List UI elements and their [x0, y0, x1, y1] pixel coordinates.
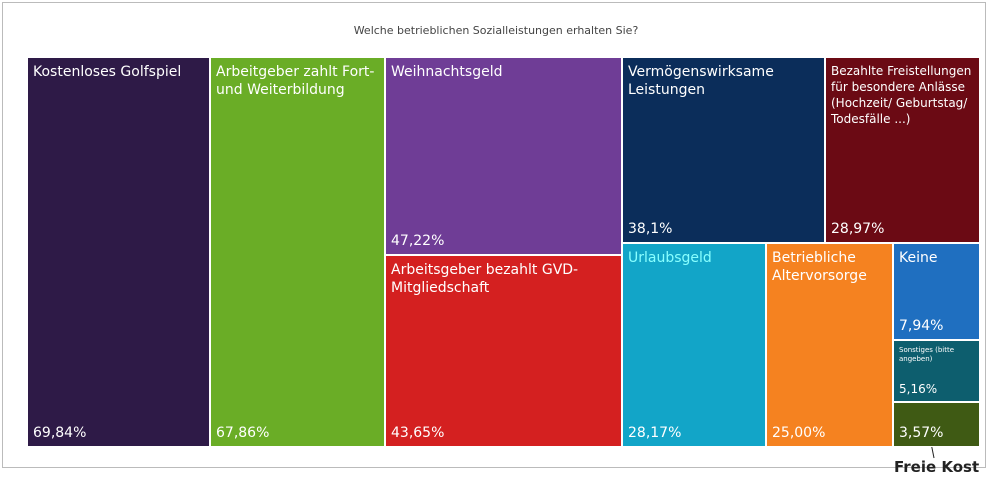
value-label: 25,00% [772, 425, 826, 441]
value-label: 38,1% [628, 221, 673, 237]
treemap-cell [622, 57, 825, 243]
value-label: 5,16% [899, 382, 938, 396]
treemap-cell [893, 340, 980, 402]
value-label: 67,86% [216, 425, 270, 441]
treemap-cell [766, 243, 893, 447]
value-label: 47,22% [391, 233, 445, 249]
treemap-cell [893, 243, 980, 340]
cell-label: Keine [899, 250, 938, 266]
treemap-cell [893, 402, 980, 447]
chart-title: Welche betrieblichen Sozialleistungen er… [353, 24, 639, 37]
cell-label: Urlaubsgeld [628, 250, 712, 266]
cell-label: Betriebliche Altervorsorge [772, 250, 867, 284]
treemap-cell [385, 57, 622, 255]
value-label: 43,65% [391, 425, 445, 441]
cell-label: Bezahlte Freistellungen für besondere An… [831, 64, 972, 126]
value-label: 69,84% [33, 425, 87, 441]
annotation-label: Freie Kost [894, 458, 980, 476]
treemap-cell [622, 243, 766, 447]
frame [2, 2, 986, 468]
cell-label: Weihnachtsgeld [391, 64, 503, 80]
cell-label: Arbeitgeber zahlt Fort- und Weiterbildun… [216, 64, 375, 98]
cell-label: Vermögenswirksame Leistungen [628, 64, 774, 98]
treemap-cell [825, 57, 980, 243]
treemap-cell [385, 255, 622, 447]
cell-label: Sonstiges (bitte angeben) [899, 346, 955, 363]
treemap-cell [210, 57, 385, 447]
cell-label: Arbeitsgeber bezahlt GVD-Mitgliedschaft [391, 262, 579, 296]
cell-label: Kostenloses Golfspiel [33, 64, 182, 80]
treemap-cell [27, 57, 210, 447]
value-label: 28,17% [628, 425, 682, 441]
value-label: 7,94% [899, 318, 944, 334]
value-label: 3,57% [899, 425, 944, 441]
value-label: 28,97% [831, 221, 885, 237]
